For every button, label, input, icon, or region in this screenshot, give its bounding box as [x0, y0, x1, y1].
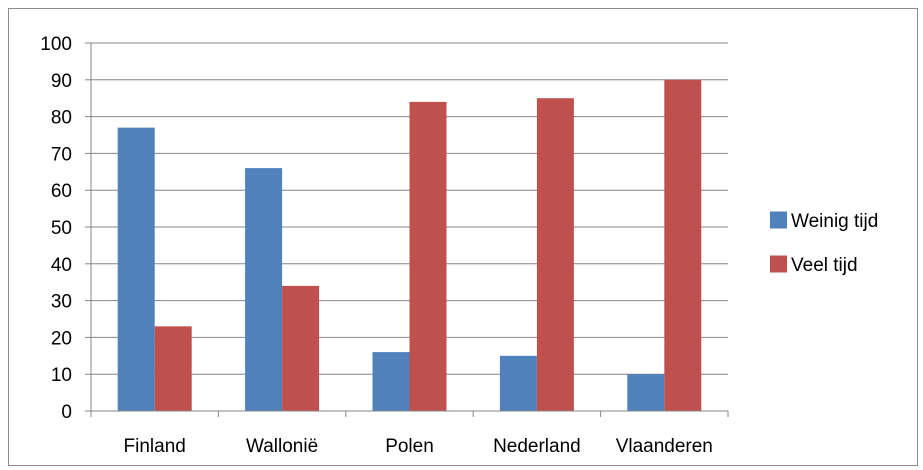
gridlines: [91, 42, 728, 375]
y-tick-label: 60: [51, 181, 72, 202]
y-tick-label: 10: [51, 365, 72, 386]
bar-weinig-tijd: [117, 127, 155, 411]
y-tick-label: 30: [51, 292, 72, 313]
bar-weinig-tijd: [245, 168, 283, 411]
y-tick-label: 70: [51, 144, 72, 165]
bar-weinig-tijd: [627, 374, 665, 411]
bar-veel-tijd: [282, 285, 320, 411]
bar-veel-tijd: [536, 98, 574, 411]
y-tick-label: 40: [51, 255, 72, 276]
bars: [117, 79, 702, 412]
y-tick-label: 0: [61, 402, 72, 423]
x-tick-label: Polen: [385, 436, 434, 457]
legend-label: Weinig tijd: [791, 211, 878, 232]
y-tick-label: 90: [51, 71, 72, 92]
legend: Weinig tijd Veel tijd: [770, 211, 878, 276]
bar-weinig-tijd: [499, 355, 537, 411]
bar-veel-tijd: [664, 79, 702, 412]
x-tick-label: Wallonië: [246, 436, 318, 457]
y-tick-label: 100: [40, 34, 72, 55]
x-tick-label: Vlaanderen: [616, 436, 713, 457]
y-tick-label: 50: [51, 218, 72, 239]
bar-veel-tijd: [154, 326, 192, 411]
axes: [85, 42, 729, 417]
y-tick-labels: 0 10 20 30 40 50 60 70 80 90 100: [40, 34, 72, 423]
x-tick-label: Finland: [124, 436, 186, 457]
legend-swatch: [770, 255, 787, 273]
bar-weinig-tijd: [372, 352, 410, 411]
bar-veel-tijd: [409, 101, 447, 411]
x-tick-label: Nederland: [493, 436, 581, 457]
y-tick-label: 80: [51, 108, 72, 129]
y-tick-label: 20: [51, 328, 72, 349]
legend-label: Veel tijd: [791, 255, 858, 276]
legend-swatch: [770, 211, 787, 229]
x-tick-labels: Finland Wallonië Polen Nederland Vlaanderen: [124, 436, 713, 457]
